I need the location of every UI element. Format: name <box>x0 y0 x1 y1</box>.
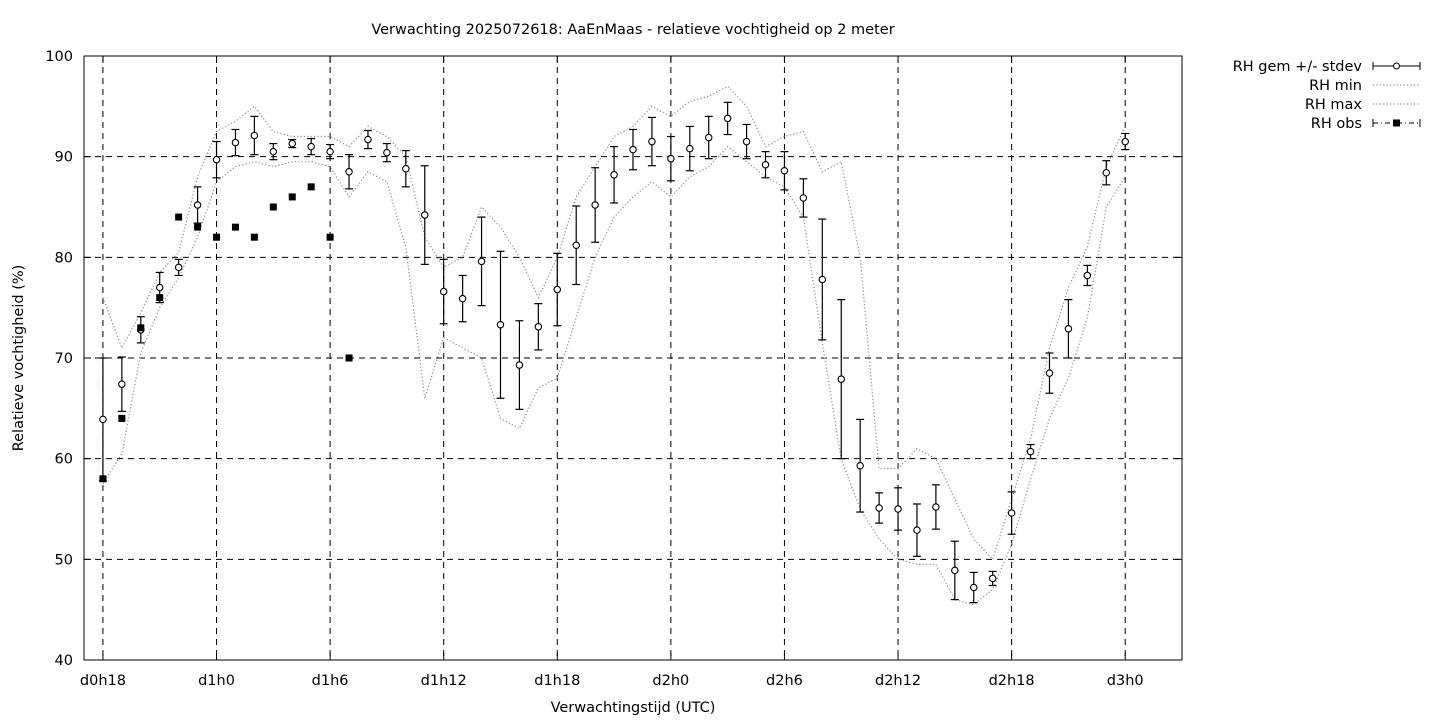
axis-ticks: 40 50 60 70 80 90 100 d0h18 d1h0 d1h6 d1h12 d1h18 d2… <box>45 49 1182 689</box>
mean-point <box>118 380 126 388</box>
mean-point <box>704 133 713 142</box>
mean-point <box>477 257 486 266</box>
obs-point <box>307 183 315 191</box>
series-line-1 <box>102 145 1126 606</box>
obs-point <box>250 233 258 241</box>
obs-point <box>194 223 202 231</box>
mean-point <box>402 164 410 173</box>
mean-point <box>572 241 580 250</box>
mean-point <box>1102 169 1111 177</box>
mean-point <box>458 294 467 303</box>
obs-point <box>326 233 334 241</box>
mean-point <box>212 155 221 164</box>
mean-point <box>193 201 202 209</box>
mean-point <box>1083 271 1092 280</box>
legend-label: RH max <box>1305 97 1363 113</box>
x-tick-label: d0h18 <box>80 673 126 689</box>
mean-point <box>364 135 372 144</box>
obs-point <box>99 475 107 483</box>
mean-point <box>155 283 164 292</box>
obs-point <box>118 414 126 422</box>
mean-point <box>421 211 429 219</box>
mean-point <box>591 201 599 209</box>
plot-series <box>98 85 1130 606</box>
mean-point <box>307 142 315 151</box>
obs-point <box>137 324 145 332</box>
mean-point <box>780 167 789 175</box>
mean-point <box>932 503 940 511</box>
mean-point <box>818 275 827 284</box>
mean-point <box>515 361 524 369</box>
mean-point <box>231 138 240 147</box>
y-tick-label: 90 <box>55 150 73 166</box>
chart-title: Verwachting 2025072618: AaEnMaas - relat… <box>371 22 894 38</box>
x-tick-label: d1h12 <box>421 673 467 689</box>
legend-label: RH gem +/- stdev <box>1233 59 1363 75</box>
mean-point <box>269 147 278 156</box>
mean-point <box>799 194 808 202</box>
obs-point <box>345 354 353 362</box>
mean-point <box>288 139 296 148</box>
legend: RH gem +/- stdev RH min RH max RH obs <box>1233 59 1421 132</box>
x-tick-label: d2h18 <box>989 673 1035 689</box>
legend-label: RH min <box>1309 78 1362 94</box>
y-tick-label: 80 <box>55 250 73 266</box>
y-axis-label: Relatieve vochtigheid (%) <box>11 265 27 452</box>
y-tick-label: 60 <box>55 452 73 468</box>
y-tick-label: 40 <box>55 653 73 669</box>
mean-point <box>553 285 562 294</box>
legend-label: RH obs <box>1311 116 1362 132</box>
mean-point <box>913 526 921 534</box>
mean-point <box>856 461 864 470</box>
mean-point <box>250 131 259 140</box>
x-tick-label: d1h18 <box>534 673 580 689</box>
mean-point <box>534 323 543 331</box>
legend-sample-marker <box>1393 119 1400 127</box>
mean-point <box>970 583 978 592</box>
obs-point <box>175 213 183 221</box>
mean-point <box>742 137 751 146</box>
obs-point <box>269 203 277 211</box>
x-tick-label: d1h6 <box>312 673 349 689</box>
x-axis-label: Verwachtingstijd (UTC) <box>551 700 716 716</box>
legend-sample-marker <box>1393 62 1400 70</box>
mean-point <box>345 168 353 176</box>
mean-point <box>951 566 959 575</box>
mean-point <box>496 321 505 329</box>
mean-point <box>1045 369 1054 377</box>
x-tick-label: d2h12 <box>875 673 921 689</box>
mean-point <box>1064 325 1073 333</box>
y-tick-label: 70 <box>55 351 73 367</box>
x-tick-label: d3h0 <box>1107 673 1144 689</box>
mean-point <box>629 145 637 154</box>
mean-point <box>1007 509 1016 517</box>
obs-point <box>213 233 221 241</box>
mean-point <box>837 375 845 383</box>
mean-point <box>1121 137 1129 146</box>
obs-point <box>288 193 296 201</box>
y-tick-label: 100 <box>45 49 73 65</box>
mean-point <box>383 148 391 157</box>
mean-point <box>875 504 883 512</box>
obs-point <box>156 294 164 302</box>
x-tick-label: d2h6 <box>766 673 803 689</box>
mean-point <box>723 114 732 123</box>
mean-point <box>1026 447 1035 456</box>
mean-point <box>99 415 107 424</box>
mean-point <box>610 171 618 179</box>
mean-point <box>761 160 770 169</box>
obs-point <box>231 223 239 231</box>
mean-point <box>988 574 997 583</box>
mean-point <box>648 137 656 146</box>
mean-point <box>894 505 902 513</box>
x-tick-label: d1h0 <box>198 673 235 689</box>
mean-point <box>439 287 448 296</box>
mean-point <box>686 144 694 153</box>
x-tick-label: d2h0 <box>652 673 689 689</box>
y-tick-label: 50 <box>55 552 73 568</box>
mean-point <box>326 147 334 156</box>
mean-point <box>174 263 183 272</box>
mean-point <box>667 154 675 163</box>
